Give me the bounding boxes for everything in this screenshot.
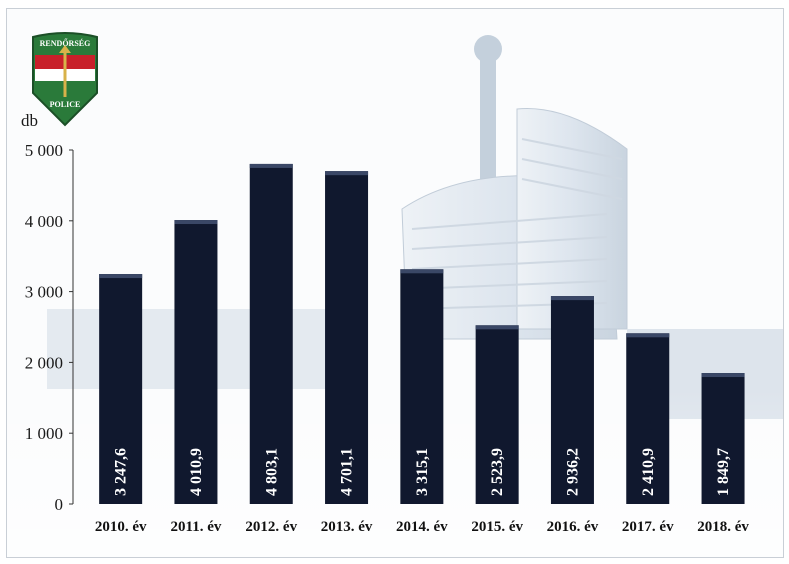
x-category-label: 2011. év: [171, 519, 222, 535]
y-tick-label: 3 000: [25, 283, 63, 302]
y-tick-label: 4 000: [25, 212, 63, 231]
bar-value-label: 2 523,9: [489, 448, 506, 496]
bar: [249, 163, 293, 504]
bar: [626, 333, 670, 504]
x-category-label: 2015. év: [471, 519, 523, 535]
x-category-label: 2010. év: [95, 519, 147, 535]
x-category-label: 2014. év: [396, 519, 448, 535]
y-tick-label: 5 000: [25, 141, 63, 160]
police-emblem-logo: RENDŐRSÉG POLICE: [32, 32, 98, 127]
y-tick-label: 1 000: [25, 424, 63, 443]
bar-value-label: 2 410,9: [640, 448, 657, 496]
y-tick-label: 2 000: [25, 353, 63, 372]
bar-top-highlight: [475, 325, 519, 330]
bar-value-label: 1 849,7: [715, 448, 732, 496]
chart-frame: RENDŐRSÉG POLICE db 0 1 000 2 000 3 000 4 00…: [6, 8, 784, 558]
bar-value-label: 3 315,1: [414, 448, 431, 496]
bar-top-highlight: [701, 373, 745, 378]
bar-top-highlight: [249, 163, 293, 168]
y-axis-unit-label: db: [21, 111, 38, 130]
y-axis-ticks: 0 1 000 2 000 3 000 4 000 5 000: [25, 141, 73, 514]
bar-chart: db 0 1 000 2 000 3 000 4 000 5 000 3 247,6 4 0…: [21, 111, 750, 535]
bar: [174, 220, 218, 505]
y-tick-label: 0: [55, 495, 64, 514]
x-category-label: 2016. év: [547, 519, 599, 535]
emblem-bottom-text: POLICE: [50, 100, 81, 109]
x-category-label: 2012. év: [245, 519, 297, 535]
bar-value-label: 4 701,1: [339, 448, 356, 496]
bar: [475, 325, 519, 504]
bar: [550, 296, 594, 504]
bar-top-highlight: [626, 333, 670, 338]
bar-value-label: 4 803,1: [263, 448, 280, 496]
emblem-top-text: RENDŐRSÉG: [40, 38, 91, 48]
bar-value-label: 3 247,6: [113, 448, 130, 496]
bar-top-highlight: [550, 296, 594, 301]
bar: [400, 269, 444, 504]
bar-top-highlight: [400, 269, 444, 274]
x-category-label: 2017. év: [622, 519, 674, 535]
bar: [325, 171, 369, 505]
bars: 3 247,6 4 010,9 4 803,1 4 701,1 3 315,1 2 523…: [99, 163, 745, 505]
x-category-label: 2018. év: [697, 519, 749, 535]
bar: [701, 373, 745, 504]
bar-value-label: 2 936,2: [564, 448, 581, 496]
x-category-label: 2013. év: [321, 519, 373, 535]
x-axis-labels: 2010. év 2011. év 2012. év 2013. év 2014. év…: [95, 519, 750, 535]
bar: [99, 274, 143, 504]
bar-top-highlight: [99, 274, 143, 279]
bar-value-label: 4 010,9: [188, 448, 205, 496]
bar-top-highlight: [325, 171, 369, 176]
bar-top-highlight: [174, 220, 218, 225]
